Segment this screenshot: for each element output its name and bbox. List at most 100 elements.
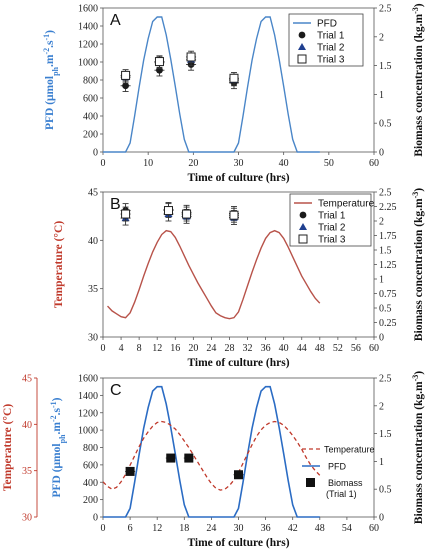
panel-label: B (110, 196, 121, 213)
y-left-tick-label: 600 (83, 460, 98, 471)
x-tick-label: 24 (206, 343, 216, 354)
legend-label: PFD (328, 462, 347, 472)
x-tick-label: 30 (234, 158, 244, 169)
y-right-tick-label: 2.5 (379, 4, 392, 15)
y-left-tick-label: 1000 (78, 426, 98, 437)
data-point (186, 52, 196, 62)
unit-script: ph (58, 434, 67, 443)
x-tick-label: 32 (243, 343, 253, 354)
panel-a: 0 10 20 30 40 50 60020040060080010001200140016… (42, 3, 426, 184)
data-point (122, 82, 129, 90)
y-left-tick-label: 0 (93, 513, 98, 524)
y-right-tick-label: 0 (379, 148, 384, 159)
legend-label: PFD (317, 19, 337, 30)
unit-script: -2 (42, 48, 51, 55)
legend-label: Trial 1 (318, 211, 346, 222)
y-left-tick-label: 1600 (78, 4, 98, 15)
x-tick-label: 48 (315, 523, 325, 534)
y-left-tick-label: 800 (83, 76, 98, 87)
x-tick-label: 6 (128, 523, 133, 534)
unit-script: -2 (49, 415, 58, 422)
legend-label: Trial 3 (317, 55, 345, 66)
panel-label: C (110, 382, 122, 399)
x-tick-label: 24 (206, 523, 216, 534)
data-point (166, 453, 176, 463)
x-tick-label: 4 (119, 343, 124, 354)
x-tick-label: 60 (369, 523, 379, 534)
outer-tick-label: 45 (22, 374, 32, 385)
legend-label: (Trial 1) (326, 489, 357, 499)
unit-superscript: -3 (411, 375, 420, 382)
y-right-tick-label: 2.25 (379, 202, 397, 213)
x-tick-label: 10 (143, 158, 153, 169)
y-left-tick-label: 1400 (78, 22, 98, 33)
pfd-line (103, 385, 320, 518)
y-right-tick-label: 1.5 (379, 246, 392, 257)
y-left-axis-title: PFD (μmolph.m-2.s-1) (49, 397, 67, 497)
data-point (229, 73, 239, 83)
x-tick-label: 0 (101, 523, 106, 534)
x-tick-label: 0 (101, 343, 106, 354)
x-axis-title: Time of culture (hrs) (187, 357, 289, 369)
biomass-series-1 (120, 201, 239, 221)
y-right-tick-label: 2 (379, 401, 384, 412)
panel-label: A (110, 12, 121, 29)
data-point (163, 206, 173, 216)
x-tick-label: 50 (324, 158, 334, 169)
legend-marker (298, 234, 308, 244)
y-left-tick-label: 400 (83, 478, 98, 489)
x-tick-label: 0 (101, 158, 106, 169)
x-tick-label: 54 (342, 523, 352, 534)
data-point (182, 209, 192, 219)
y-left-tick-label: 1200 (78, 408, 98, 419)
y-right-tick-label: 0.5 (379, 304, 392, 315)
y-right-tick-label: 0 (379, 333, 384, 344)
legend-label: Trial 1 (317, 31, 345, 42)
pfd-line (103, 16, 320, 153)
biomass-series-2 (120, 206, 239, 226)
biomass-series-1 (125, 453, 244, 480)
y-right-tick-label: 1 (379, 275, 384, 286)
y-right-tick-label: 1.75 (379, 231, 397, 242)
y-right-tick-label: 1.5 (379, 61, 392, 72)
x-tick-label: 28 (224, 343, 234, 354)
legend-label: Biomass (328, 478, 363, 488)
y-right-tick-label: 0.75 (379, 289, 397, 300)
data-point (121, 70, 131, 80)
x-tick-label: 52 (333, 343, 343, 354)
y-left-tick-label: 200 (83, 130, 98, 141)
panel-b: 0 4 8 12 16 20 24 28 32 36 40 44 48 52 56 603035404500.… (53, 188, 425, 370)
unit-superscript: -3 (411, 192, 420, 199)
x-axis-title: Time of culture (hrs) (187, 537, 289, 549)
y-left-axis-title: Temperature (°C) (53, 221, 65, 308)
legend-label: Temperature (324, 445, 375, 455)
y-right-tick-label: 1 (379, 90, 384, 101)
panel-c: 0 6 12 18 24 30 36 42 48 54 6002004006008001000120… (2, 371, 425, 549)
legend: Temperature PFD Biomass(Trial 1) (302, 445, 375, 499)
x-tick-label: 60 (369, 343, 379, 354)
biomass-series-3 (120, 50, 239, 85)
biomass-series-3 (120, 203, 239, 223)
y-left-tick-label: 400 (83, 112, 98, 123)
x-tick-label: 40 (279, 343, 289, 354)
legend-marker (299, 211, 307, 219)
legend-marker (297, 54, 307, 64)
unit-script: ph (51, 66, 60, 75)
temperature-line (107, 229, 321, 320)
y-left-tick-label: 1600 (78, 374, 98, 385)
outer-tick-label: 30 (22, 513, 32, 524)
x-tick-label: 18 (179, 523, 189, 534)
x-tick-label: 8 (137, 343, 142, 354)
y-left-tick-label: 1400 (78, 391, 98, 402)
y-right-tick-label: 2.5 (379, 188, 392, 199)
biomass-series-2 (120, 53, 239, 87)
y-left-tick-label: 40 (88, 236, 98, 247)
outer-y-axis-title: Temperature (°C) (2, 404, 14, 491)
y-right-axis-title: Biomass concentration (kg.m-3) (411, 188, 426, 341)
x-tick-label: 20 (188, 158, 198, 169)
outer-tick-label: 35 (22, 466, 32, 477)
temperature-line (102, 420, 321, 491)
